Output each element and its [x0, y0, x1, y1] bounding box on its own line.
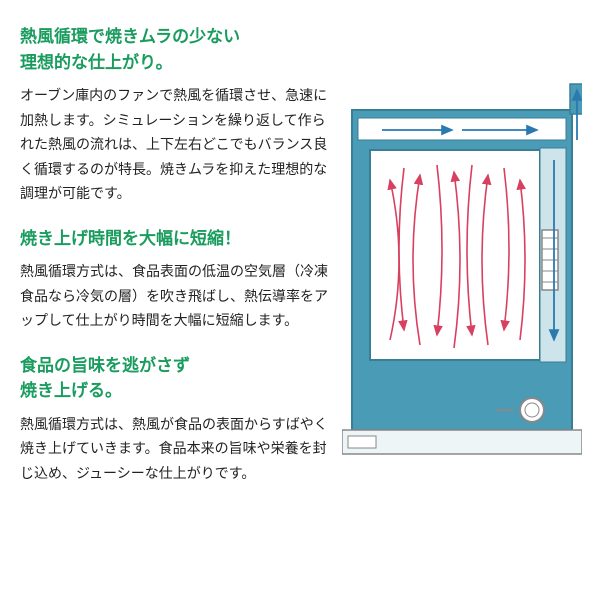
diagram-column: [342, 24, 582, 576]
section-2: 焼き上げ時間を大幅に短縮！ 熱風循環方式は、食品表面の低温の空気層（冷凍食品なら…: [20, 226, 330, 333]
section-1: 熱風循環で焼きムラの少ない理想的な仕上がり。 オーブン庫内のファンで熱風を循環さ…: [20, 24, 330, 206]
text-column: 熱風循環で焼きムラの少ない理想的な仕上がり。 オーブン庫内のファンで熱風を循環さ…: [20, 24, 330, 576]
section-3: 食品の旨味を逃がさず焼き上げる。 熱風循環方式は、熱風が食品の表面からすばやく焼…: [20, 353, 330, 486]
body-2: 熱風循環方式は、食品表面の低温の空気層（冷凍食品なら冷気の層）を吹き飛ばし、熱伝…: [20, 259, 330, 333]
body-1: オーブン庫内のファンで熱風を循環させ、急速に加熱します。シミュレーションを繰り返…: [20, 83, 330, 206]
heading-2: 焼き上げ時間を大幅に短縮！: [20, 226, 330, 252]
oven-airflow-diagram: [342, 80, 582, 460]
body-3: 熱風循環方式は、熱風が食品の表面からすばやく焼き上げていきます。食品本来の旨味や…: [20, 412, 330, 486]
heading-3: 食品の旨味を逃がさず焼き上げる。: [20, 353, 330, 404]
heading-1: 熱風循環で焼きムラの少ない理想的な仕上がり。: [20, 24, 330, 75]
